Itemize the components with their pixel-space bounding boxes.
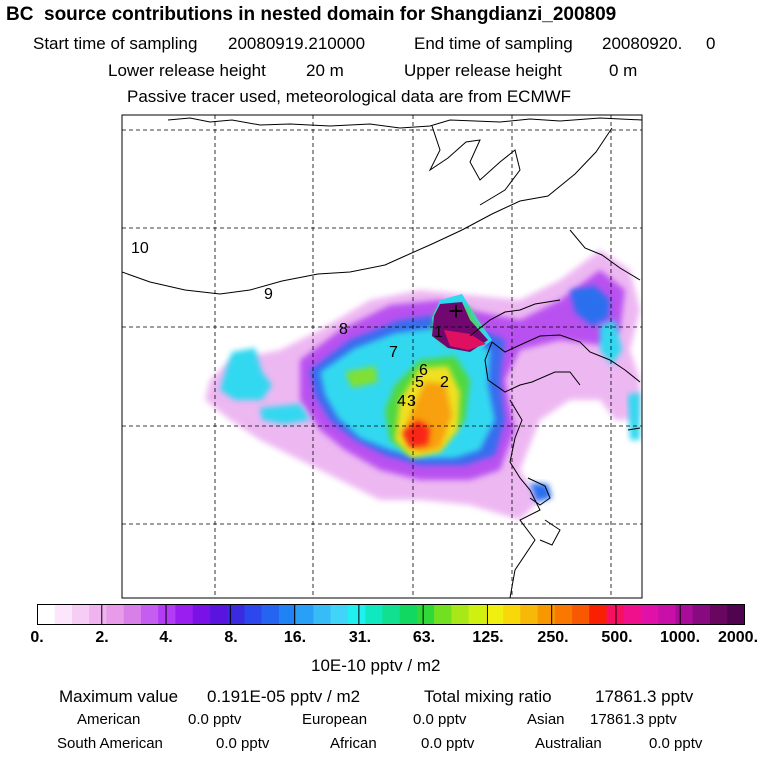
colorbar-cell xyxy=(451,604,469,625)
lower-height-value: 20 m xyxy=(306,61,344,80)
region-african-name: African xyxy=(330,735,377,752)
colorbar-cell xyxy=(123,604,142,625)
colorbar-tick-3: 8. xyxy=(224,629,238,646)
region-european-value: 0.0 pptv xyxy=(413,711,467,728)
end-time-value: 20080920. 0 xyxy=(602,34,716,53)
colorbar-tick-0: 0. xyxy=(30,629,44,646)
colorbar-cell xyxy=(382,604,400,625)
start-time-value: 20080919.210000 xyxy=(228,34,366,53)
colorbar-cell xyxy=(641,604,659,625)
max-value: 0.191E-05 pptv / m2 xyxy=(207,687,361,706)
region-label-8: 8 xyxy=(339,321,348,338)
colorbar-cell xyxy=(365,604,383,625)
region-african-value: 0.0 pptv xyxy=(421,735,475,752)
colorbar-cell xyxy=(572,604,590,625)
colorbar-cell xyxy=(520,604,538,625)
region-south-american-name: South American xyxy=(57,735,163,752)
colorbar-tick-5: 31. xyxy=(348,629,372,646)
colorbar-cell xyxy=(244,604,262,625)
region-label-1: 1 xyxy=(434,324,443,341)
region-label-3: 3 xyxy=(407,393,416,410)
colorbar-cell xyxy=(537,604,556,625)
map-frame xyxy=(121,114,643,599)
colorbar-cell xyxy=(434,604,452,625)
colorbar-cell xyxy=(658,604,676,625)
colorbar-cell xyxy=(296,604,314,625)
region-asian-name: Asian xyxy=(527,711,565,728)
colorbar-cell xyxy=(606,604,625,625)
colorbar-cell xyxy=(330,604,349,625)
colorbar-cell xyxy=(71,604,90,625)
concentration-field xyxy=(205,250,640,520)
colorbar xyxy=(37,604,745,625)
colorbar-cell xyxy=(158,604,176,625)
colorbar-tick-7: 125. xyxy=(472,629,504,646)
colorbar-cell xyxy=(399,604,418,625)
lower-height-label: Lower release height xyxy=(108,61,266,80)
upper-height-label: Upper release height xyxy=(404,61,562,80)
lat-lon-grid xyxy=(122,115,642,598)
colorbar-cell xyxy=(261,604,280,625)
region-label-10: 10 xyxy=(131,240,149,257)
colorbar-cell xyxy=(175,604,193,625)
receptor-marker: + xyxy=(448,296,463,326)
region-australian-name: Australian xyxy=(535,735,602,752)
colorbar-cell xyxy=(675,604,694,625)
start-time-label: Start time of sampling xyxy=(33,34,198,53)
source-contribution-map: + 10 9 8 7 6 5 2 4 3 1 xyxy=(121,114,643,599)
colorbar-cell xyxy=(313,604,331,625)
end-time-label: End time of sampling xyxy=(414,34,573,53)
region-european-name: European xyxy=(302,711,368,728)
colorbar-cell xyxy=(623,604,642,625)
colorbar-units: 10E-10 pptv / m2 xyxy=(311,656,441,675)
upper-height-value: 0 m xyxy=(609,61,638,80)
colorbar-cell xyxy=(54,604,73,625)
colorbar-cell xyxy=(692,604,711,625)
region-american-value: 0.0 pptv xyxy=(188,711,242,728)
colorbar-tick-9: 500. xyxy=(601,629,633,646)
colorbar-cell xyxy=(727,604,745,625)
colorbar-cell xyxy=(89,604,107,625)
colorbar-cell xyxy=(227,604,245,625)
colorbar-cell xyxy=(140,604,159,625)
tracer-note: Passive tracer used, meteorological data… xyxy=(127,87,572,106)
colorbar-cell xyxy=(347,604,366,625)
colorbar-cell xyxy=(554,604,573,625)
region-label-9: 9 xyxy=(264,286,273,303)
region-asian-value: 17861.3 pptv xyxy=(590,711,677,728)
colorbar-cell xyxy=(468,604,487,625)
region-south-american-value: 0.0 pptv xyxy=(216,735,270,752)
region-label-4: 4 xyxy=(397,393,406,410)
colorbar-cell xyxy=(37,604,56,625)
colorbar-tick-8: 250. xyxy=(537,629,569,646)
region-label-5: 5 xyxy=(415,374,424,391)
region-australian-value: 0.0 pptv xyxy=(649,735,703,752)
region-american-name: American xyxy=(77,711,141,728)
max-value-label: Maximum value xyxy=(59,687,179,706)
region-label-7: 7 xyxy=(389,344,398,361)
colorbar-cell xyxy=(278,604,297,625)
colorbar-cell xyxy=(503,604,521,625)
figure-title: BC source contributions in nested domain… xyxy=(6,4,617,25)
colorbar-cell xyxy=(710,604,728,625)
colorbar-cell xyxy=(192,604,211,625)
region-label-2: 2 xyxy=(440,374,449,391)
colorbar-tick-2: 4. xyxy=(159,629,173,646)
colorbar-tick-4: 16. xyxy=(283,629,307,646)
colorbar-cell xyxy=(416,604,435,625)
total-mixing-value: 17861.3 pptv xyxy=(595,687,694,706)
colorbar-tick-10: 1000. xyxy=(659,629,701,646)
colorbar-cell xyxy=(106,604,125,625)
colorbar-cell xyxy=(589,604,607,625)
colorbar-tick-6: 63. xyxy=(412,629,436,646)
total-mixing-label: Total mixing ratio xyxy=(424,687,552,706)
colorbar-cell xyxy=(209,604,228,625)
svg-text:+: + xyxy=(448,296,463,326)
colorbar-tick-11: 2000. xyxy=(717,629,759,646)
colorbar-cell xyxy=(485,604,504,625)
colorbar-tick-1: 2. xyxy=(95,629,109,646)
region-labels: 10 9 8 7 6 5 2 4 3 1 xyxy=(131,240,449,410)
region-label-6: 6 xyxy=(419,362,428,379)
coastlines xyxy=(122,117,642,598)
